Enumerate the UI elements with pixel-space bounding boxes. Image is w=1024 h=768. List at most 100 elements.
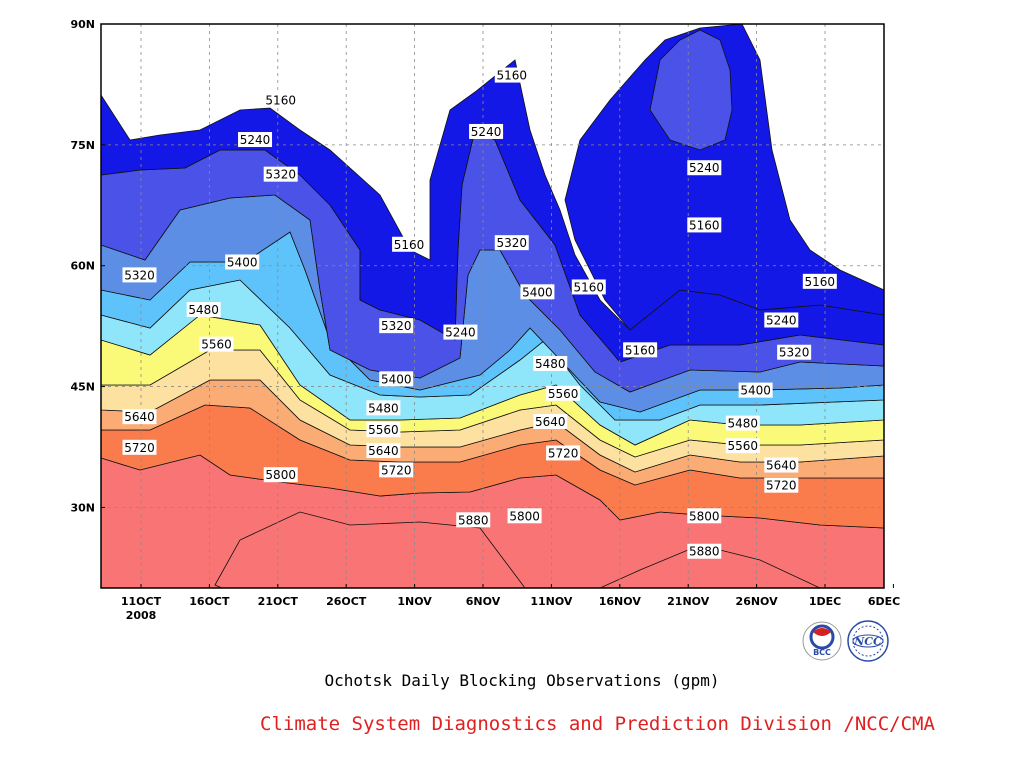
contour-label-bg xyxy=(725,438,760,454)
contour-label-bg xyxy=(571,279,606,295)
contour-label-text: 5320 xyxy=(779,346,810,360)
contour-label-text: 5880 xyxy=(458,513,489,527)
contour-label-text: 5720 xyxy=(548,446,579,460)
contour-label-text: 5240 xyxy=(689,161,720,175)
contour-label: 5720 xyxy=(764,477,799,493)
x-tick-label: 11OCT xyxy=(121,595,162,608)
contour-label: 5320 xyxy=(777,344,812,360)
contour-label-bg xyxy=(456,512,491,528)
chart-title: Ochotsk Daily Blocking Observations (gpm… xyxy=(324,671,720,690)
contour-label: 5320 xyxy=(494,235,529,251)
contour-label: 5160 xyxy=(802,273,837,289)
contour-label-text: 5720 xyxy=(381,463,412,477)
contour-label-bg xyxy=(533,356,568,372)
contour-label-bg xyxy=(507,508,542,524)
contour-label: 5480 xyxy=(186,302,221,318)
y-axis: 30N 45N 60N 75N 90N xyxy=(70,18,105,514)
contour-label: 5880 xyxy=(687,543,722,559)
contour-band-11 xyxy=(564,24,884,331)
contour-label-text: 5880 xyxy=(689,545,720,559)
contour-label-text: 5160 xyxy=(265,94,296,108)
contour-label-text: 5480 xyxy=(368,401,399,415)
contour-label-bg xyxy=(623,342,658,358)
contour-label-bg xyxy=(379,371,414,387)
contour-label-text: 5160 xyxy=(689,218,720,232)
x-tick-label: 21NOV xyxy=(667,595,710,608)
grid-lines xyxy=(101,24,884,588)
contour-label-text: 5320 xyxy=(381,319,412,333)
contour-label: 5240 xyxy=(238,132,273,148)
contour-label-text: 5240 xyxy=(766,314,797,328)
contour-label-text: 5240 xyxy=(240,133,271,147)
contour-label: 5800 xyxy=(263,467,298,483)
contour-label-bg xyxy=(199,336,234,352)
contour-label-text: 5320 xyxy=(496,236,527,250)
contour-label-bg xyxy=(687,508,722,524)
contour-label-bg xyxy=(122,409,157,425)
contour-label-bg xyxy=(687,543,722,559)
contour-label-text: 5720 xyxy=(124,441,155,455)
contour-label-bg xyxy=(366,443,401,459)
contour-label-bg xyxy=(687,217,722,233)
bcc-logo-text: BCC xyxy=(813,648,831,657)
contour-label-bg xyxy=(764,457,799,473)
contour-label: 5160 xyxy=(571,279,606,295)
contour-label-bg xyxy=(443,324,478,340)
contour-label: 5240 xyxy=(764,312,799,328)
contour-label-bg xyxy=(546,385,581,401)
contour-label: 5560 xyxy=(725,438,760,454)
x-tick-label: 1DEC xyxy=(809,595,841,608)
contour-label: 5240 xyxy=(443,324,478,340)
contour-labels: 5160 5240 5320 5400 5320 5480 5560 5640 5720 5800… xyxy=(122,67,837,559)
contour-label-text: 5560 xyxy=(548,387,579,401)
contour-label-bg xyxy=(225,254,260,270)
contour-label-text: 5160 xyxy=(573,280,604,294)
contour-label-text: 5400 xyxy=(381,372,412,386)
contour-label-text: 5480 xyxy=(188,303,219,317)
y-tick-label: 90N xyxy=(70,18,95,31)
contour-label-bg xyxy=(186,302,221,318)
contour-label-text: 5160 xyxy=(394,238,425,252)
contour-label-text: 5160 xyxy=(496,69,527,83)
contour-label-bg xyxy=(687,160,722,176)
contour-label-text: 5640 xyxy=(766,459,797,473)
contour-label: 5160 xyxy=(494,67,529,83)
contour-label-bg xyxy=(777,344,812,360)
x-tick-label: 16NOV xyxy=(599,595,642,608)
x-year-label: 2008 xyxy=(126,609,157,622)
contour-label-text: 5800 xyxy=(509,509,540,523)
contour-label: 5640 xyxy=(764,457,799,473)
contour-label: 5640 xyxy=(533,414,568,430)
contour-label-bg xyxy=(725,415,760,431)
contour-label: 5240 xyxy=(687,160,722,176)
contour-label-text: 5560 xyxy=(368,423,399,437)
contour-label-text: 5320 xyxy=(265,168,296,182)
contour-label: 5560 xyxy=(366,422,401,438)
contour-label-bg xyxy=(366,422,401,438)
contour-label-bg xyxy=(122,439,157,455)
contour-label-bg xyxy=(263,467,298,483)
contour-label-bg xyxy=(738,382,773,398)
contour-label-text: 5240 xyxy=(471,125,502,139)
contour-label: 5480 xyxy=(533,356,568,372)
contour-label-text: 5800 xyxy=(689,509,720,523)
contour-band-12 xyxy=(649,29,733,151)
contour-label: 5160 xyxy=(623,342,658,358)
contour-label-text: 5320 xyxy=(124,268,155,282)
contour-label-bg xyxy=(379,318,414,334)
contour-label-bg xyxy=(802,273,837,289)
contour-label: 5400 xyxy=(738,382,773,398)
contour-label-bg xyxy=(392,236,427,252)
contour-label: 5320 xyxy=(122,267,157,283)
contour-label-text: 5640 xyxy=(124,410,155,424)
contour-label: 5880 xyxy=(456,512,491,528)
contour-label: 5640 xyxy=(366,443,401,459)
contour-label: 5240 xyxy=(469,123,504,139)
x-tick-label: 26NOV xyxy=(736,595,779,608)
contour-label-text: 5720 xyxy=(766,479,797,493)
contour-label: 5800 xyxy=(687,508,722,524)
contour-label: 5320 xyxy=(263,166,298,182)
plot-frame xyxy=(100,23,885,589)
contour-label-bg xyxy=(520,284,555,300)
